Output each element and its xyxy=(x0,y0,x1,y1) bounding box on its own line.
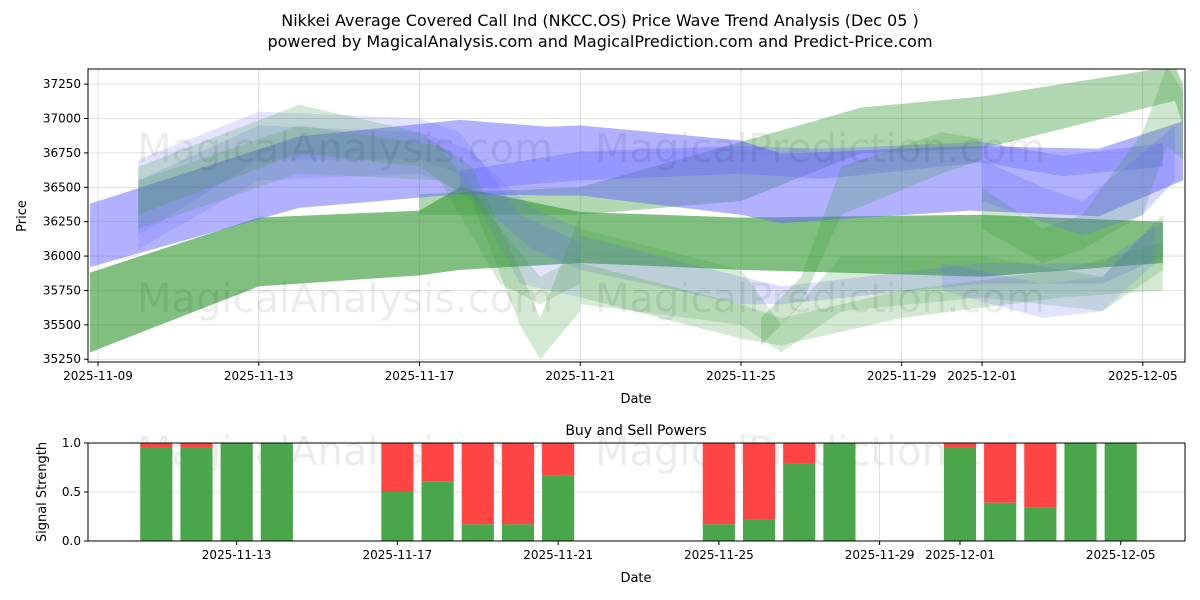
green-wave-band xyxy=(90,187,1163,353)
x-tick-label: 2025-11-17 xyxy=(385,369,455,383)
green-wave-band xyxy=(419,69,1183,215)
green-wave-band xyxy=(580,242,1163,346)
y-tick-label: 36750 xyxy=(43,146,81,160)
buy-power-bar xyxy=(1064,443,1097,541)
sell-power-bar xyxy=(140,443,173,448)
sell-power-bar xyxy=(984,443,1017,503)
green-wave-band xyxy=(138,104,581,360)
x-tick-label: 2025-11-13 xyxy=(202,548,272,562)
blue-wave-band xyxy=(580,221,1163,305)
x-tick-label: 2025-11-29 xyxy=(845,548,915,562)
blue-wave-band xyxy=(941,221,1155,318)
watermark: MagicalPrediction.com xyxy=(595,429,1045,475)
figure-title-line1: Nikkei Average Covered Call Ind (NKCC.OS… xyxy=(281,11,919,30)
green-wave-band xyxy=(138,125,581,305)
x-tick-label: 2025-12-05 xyxy=(1108,369,1178,383)
x-tick-label: 2025-11-21 xyxy=(545,369,615,383)
x-tick-label: 2025-11-25 xyxy=(706,369,776,383)
x-axis-label: Date xyxy=(620,571,651,586)
green-wave-band xyxy=(982,69,1183,263)
buy-power-bar xyxy=(943,447,977,541)
buy-power-bar xyxy=(421,481,454,541)
sell-power-bar xyxy=(180,443,213,448)
buy-power-bar xyxy=(702,524,735,541)
buy-power-bar xyxy=(220,443,253,541)
y-tick-label: 1.0 xyxy=(62,436,81,450)
buy-power-bar xyxy=(542,475,575,541)
watermark: MagicalPrediction.com xyxy=(595,276,1045,322)
watermark: MagicalPrediction.com xyxy=(595,126,1045,172)
x-tick-label: 2025-12-05 xyxy=(1086,548,1156,562)
x-tick-label: 2025-12-01 xyxy=(925,548,995,562)
buy-power-bar xyxy=(461,524,494,541)
x-tick-label: 2025-11-09 xyxy=(63,369,133,383)
sell-power-bar xyxy=(381,443,414,492)
y-tick-label: 35250 xyxy=(43,352,81,366)
sell-power-bar xyxy=(461,443,494,525)
green-wave-band xyxy=(761,132,983,346)
sell-power-bar xyxy=(742,443,776,520)
watermark: MagicalAnalysis.com xyxy=(137,126,553,172)
watermark: MagicalAnalysis.com xyxy=(137,276,553,322)
y-axis-label: Price xyxy=(15,200,30,232)
buy-power-bar xyxy=(742,519,776,541)
x-tick-label: 2025-11-25 xyxy=(684,548,754,562)
buy-power-bar xyxy=(984,502,1017,541)
sell-power-bar xyxy=(1024,443,1057,508)
subchart-title: Buy and Sell Powers xyxy=(565,423,706,439)
price-chart: MagicalAnalysis.com MagicalPrediction.co… xyxy=(15,68,1186,407)
plot-frame xyxy=(87,68,1186,363)
x-tick-label: 2025-11-21 xyxy=(523,548,593,562)
green-wave-band xyxy=(580,214,1163,353)
buy-power-bar xyxy=(783,463,816,541)
blue-wave-band xyxy=(459,141,1163,191)
y-tick-label: 37000 xyxy=(43,112,81,126)
y-tick-label: 0.0 xyxy=(62,534,81,548)
signal-bars xyxy=(140,443,1137,541)
x-tick-label: 2025-12-01 xyxy=(947,369,1017,383)
y-tick-label: 37250 xyxy=(43,77,81,91)
sell-power-bar xyxy=(542,443,575,476)
blue-wave-band xyxy=(90,119,1183,268)
buy-power-bar xyxy=(501,524,535,541)
y-tick-label: 36250 xyxy=(43,215,81,229)
x-tick-label: 2025-11-29 xyxy=(867,369,937,383)
sell-power-bar xyxy=(783,443,816,464)
x-tick-label: 2025-11-13 xyxy=(224,369,294,383)
sell-power-bar xyxy=(421,443,454,482)
blue-wave-band xyxy=(138,111,581,298)
y-tick-label: 36500 xyxy=(43,180,81,194)
y-tick-label: 0.5 xyxy=(62,485,81,499)
y-tick-label: 35750 xyxy=(43,283,81,297)
figure-title-line2: powered by MagicalAnalysis.com and Magic… xyxy=(267,32,932,51)
buy-power-bar xyxy=(260,443,293,541)
buy-power-bar xyxy=(140,447,173,541)
buy-power-bar xyxy=(180,447,213,541)
blue-wave-band xyxy=(982,125,1175,236)
x-axis-label: Date xyxy=(620,392,651,407)
sell-power-bar xyxy=(943,443,977,448)
y-axis-label: Signal Strength xyxy=(35,442,50,542)
buy-power-bar xyxy=(823,443,856,541)
blue-wave-band xyxy=(138,125,581,270)
buy-power-bar xyxy=(1104,443,1137,541)
sell-power-bar xyxy=(702,443,735,525)
buy-power-bar xyxy=(381,492,414,541)
sell-power-bar xyxy=(501,443,535,525)
x-tick-label: 2025-11-17 xyxy=(363,548,433,562)
buy-sell-chart: Buy and Sell Powers MagicalAnalysis.com … xyxy=(35,423,1186,586)
y-tick-label: 35500 xyxy=(43,318,81,332)
buy-power-bar xyxy=(1024,507,1057,541)
y-tick-label: 36000 xyxy=(43,249,81,263)
wave-bands xyxy=(90,69,1183,360)
